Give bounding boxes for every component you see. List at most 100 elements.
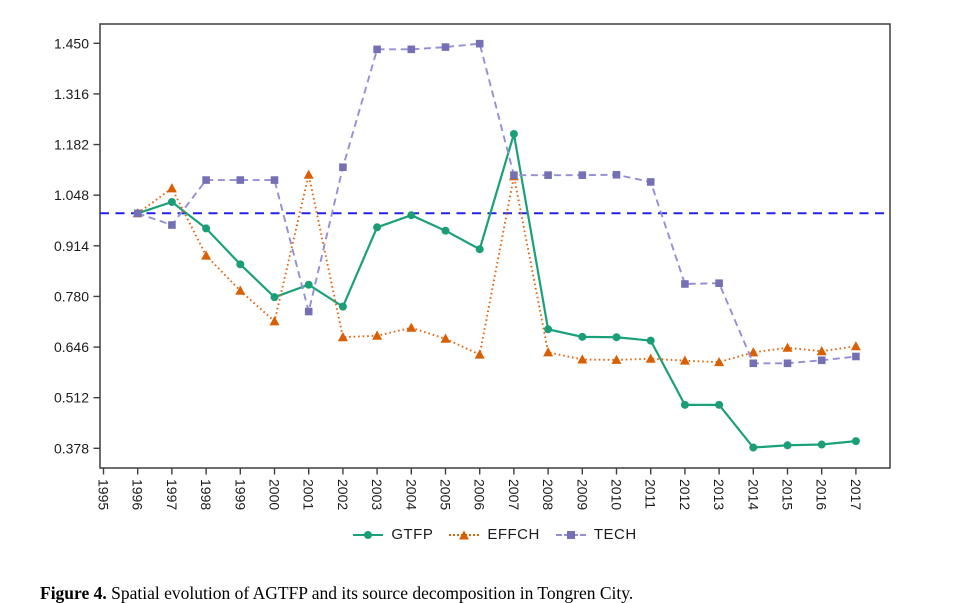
data-point-marker [612, 333, 621, 342]
data-point-marker [202, 224, 211, 233]
data-point-marker [851, 437, 860, 446]
data-point-marker [850, 341, 861, 351]
data-point-marker [441, 226, 450, 235]
figure-caption-label: Figure 4. [40, 582, 107, 603]
x-tick-label: 2014 [745, 479, 761, 510]
data-point-marker [440, 333, 451, 343]
data-point-marker [509, 129, 518, 138]
data-point-marker [783, 441, 792, 450]
gtfp-line-marker-icon [353, 529, 384, 541]
data-point-marker [578, 332, 587, 341]
data-point-marker [612, 170, 621, 179]
data-point-marker [441, 43, 450, 51]
x-tick-label: 2007 [506, 479, 522, 510]
data-point-marker [680, 400, 689, 409]
x-tick-label: 1997 [164, 479, 180, 510]
y-tick-label: 1.048 [54, 187, 89, 203]
data-point-marker [544, 325, 553, 334]
y-tick-label: 1.450 [54, 35, 89, 51]
data-point-marker [236, 260, 245, 269]
x-tick-label: 2013 [711, 479, 727, 510]
data-point-marker [373, 223, 382, 232]
data-point-marker [167, 197, 176, 206]
y-tick-label: 0.512 [54, 390, 89, 406]
data-point-marker [715, 279, 723, 288]
data-point-marker [235, 285, 246, 295]
data-point-marker [406, 322, 417, 332]
legend-item-gtfp: GTFP [353, 526, 433, 543]
legend-label-tech: TECH [593, 526, 637, 543]
x-tick-label: 1998 [198, 479, 214, 510]
series-line-tech [137, 42, 857, 365]
x-tick-label: 2010 [609, 479, 625, 510]
y-axis: 0.378 0.512 0.646 0.780 0.914 1.048 1.182 1.316… [54, 35, 100, 456]
data-point-marker [578, 171, 587, 179]
y-tick-label: 0.914 [54, 238, 89, 254]
data-point-marker [681, 280, 689, 288]
data-point-marker [304, 280, 313, 289]
chart-legend: GTFP EFFCH TECH [100, 526, 890, 543]
data-point-marker [783, 359, 792, 368]
data-point-marker [201, 250, 212, 260]
data-point-marker [852, 352, 860, 361]
x-tick-label: 2006 [472, 479, 488, 510]
series-effch [132, 169, 861, 367]
x-tick-label: 2004 [403, 479, 419, 510]
figure-caption-text: Spatial evolution of AGTFP and its sourc… [106, 582, 634, 603]
series-tech [133, 39, 860, 368]
data-point-marker [646, 336, 655, 345]
figure-caption: Figure 4. Spatial evolution of AGTFP and… [40, 582, 941, 603]
x-tick-label: 2003 [369, 479, 385, 510]
data-point-marker [782, 342, 793, 352]
data-point-marker [748, 347, 759, 357]
data-point-marker [645, 353, 656, 363]
data-point-marker [304, 307, 313, 316]
y-tick-label: 0.378 [54, 440, 89, 456]
x-tick-label: 2015 [780, 479, 796, 510]
data-point-marker [373, 45, 381, 54]
line-chart-canvas: 0.378 0.512 0.646 0.780 0.914 1.048 1.182 1.316… [54, 23, 891, 510]
data-point-marker [475, 39, 484, 48]
data-point-marker [202, 176, 210, 184]
data-point-marker [337, 332, 348, 342]
data-point-marker [544, 171, 552, 179]
x-tick-label: 2002 [335, 479, 351, 510]
data-point-marker [715, 400, 724, 409]
x-tick-label: 2011 [643, 479, 659, 509]
y-tick-label: 0.646 [54, 339, 89, 355]
legend-label-effch: EFFCH [487, 526, 540, 543]
x-tick-label: 2001 [301, 479, 317, 510]
data-point-marker [269, 316, 280, 326]
data-point-marker [270, 176, 279, 184]
x-tick-label: 1996 [130, 479, 146, 510]
data-point-marker [168, 221, 176, 229]
data-point-marker [339, 163, 347, 172]
data-point-marker [749, 443, 758, 452]
data-point-marker [816, 346, 827, 356]
x-tick-label: 2009 [574, 479, 590, 510]
x-tick-label: 2016 [814, 479, 830, 510]
legend-item-effch: EFFCH [449, 526, 540, 543]
data-point-marker [270, 293, 279, 302]
data-point-marker [407, 45, 416, 54]
data-point-marker [372, 330, 383, 340]
series-gtfp [133, 129, 860, 452]
x-tick-label: 2012 [677, 479, 693, 510]
series-line-effch [137, 174, 857, 364]
x-tick-label: 2005 [438, 479, 454, 510]
y-tick-label: 1.316 [54, 86, 89, 102]
x-axis: 1995 1996 1997 1998 1999 2000 2001 2002 2003 2004… [96, 468, 864, 510]
y-tick-label: 1.182 [54, 137, 89, 153]
data-point-marker [510, 171, 518, 179]
data-point-marker [611, 354, 622, 364]
data-point-marker [646, 178, 655, 186]
data-point-marker [714, 356, 725, 367]
x-tick-label: 2000 [267, 479, 283, 510]
data-point-marker [749, 359, 758, 368]
data-point-marker [133, 209, 142, 218]
legend-item-tech: TECH [555, 526, 637, 543]
x-tick-label: 2017 [848, 479, 864, 510]
data-point-marker [679, 355, 690, 365]
effch-line-marker-icon [449, 529, 480, 541]
